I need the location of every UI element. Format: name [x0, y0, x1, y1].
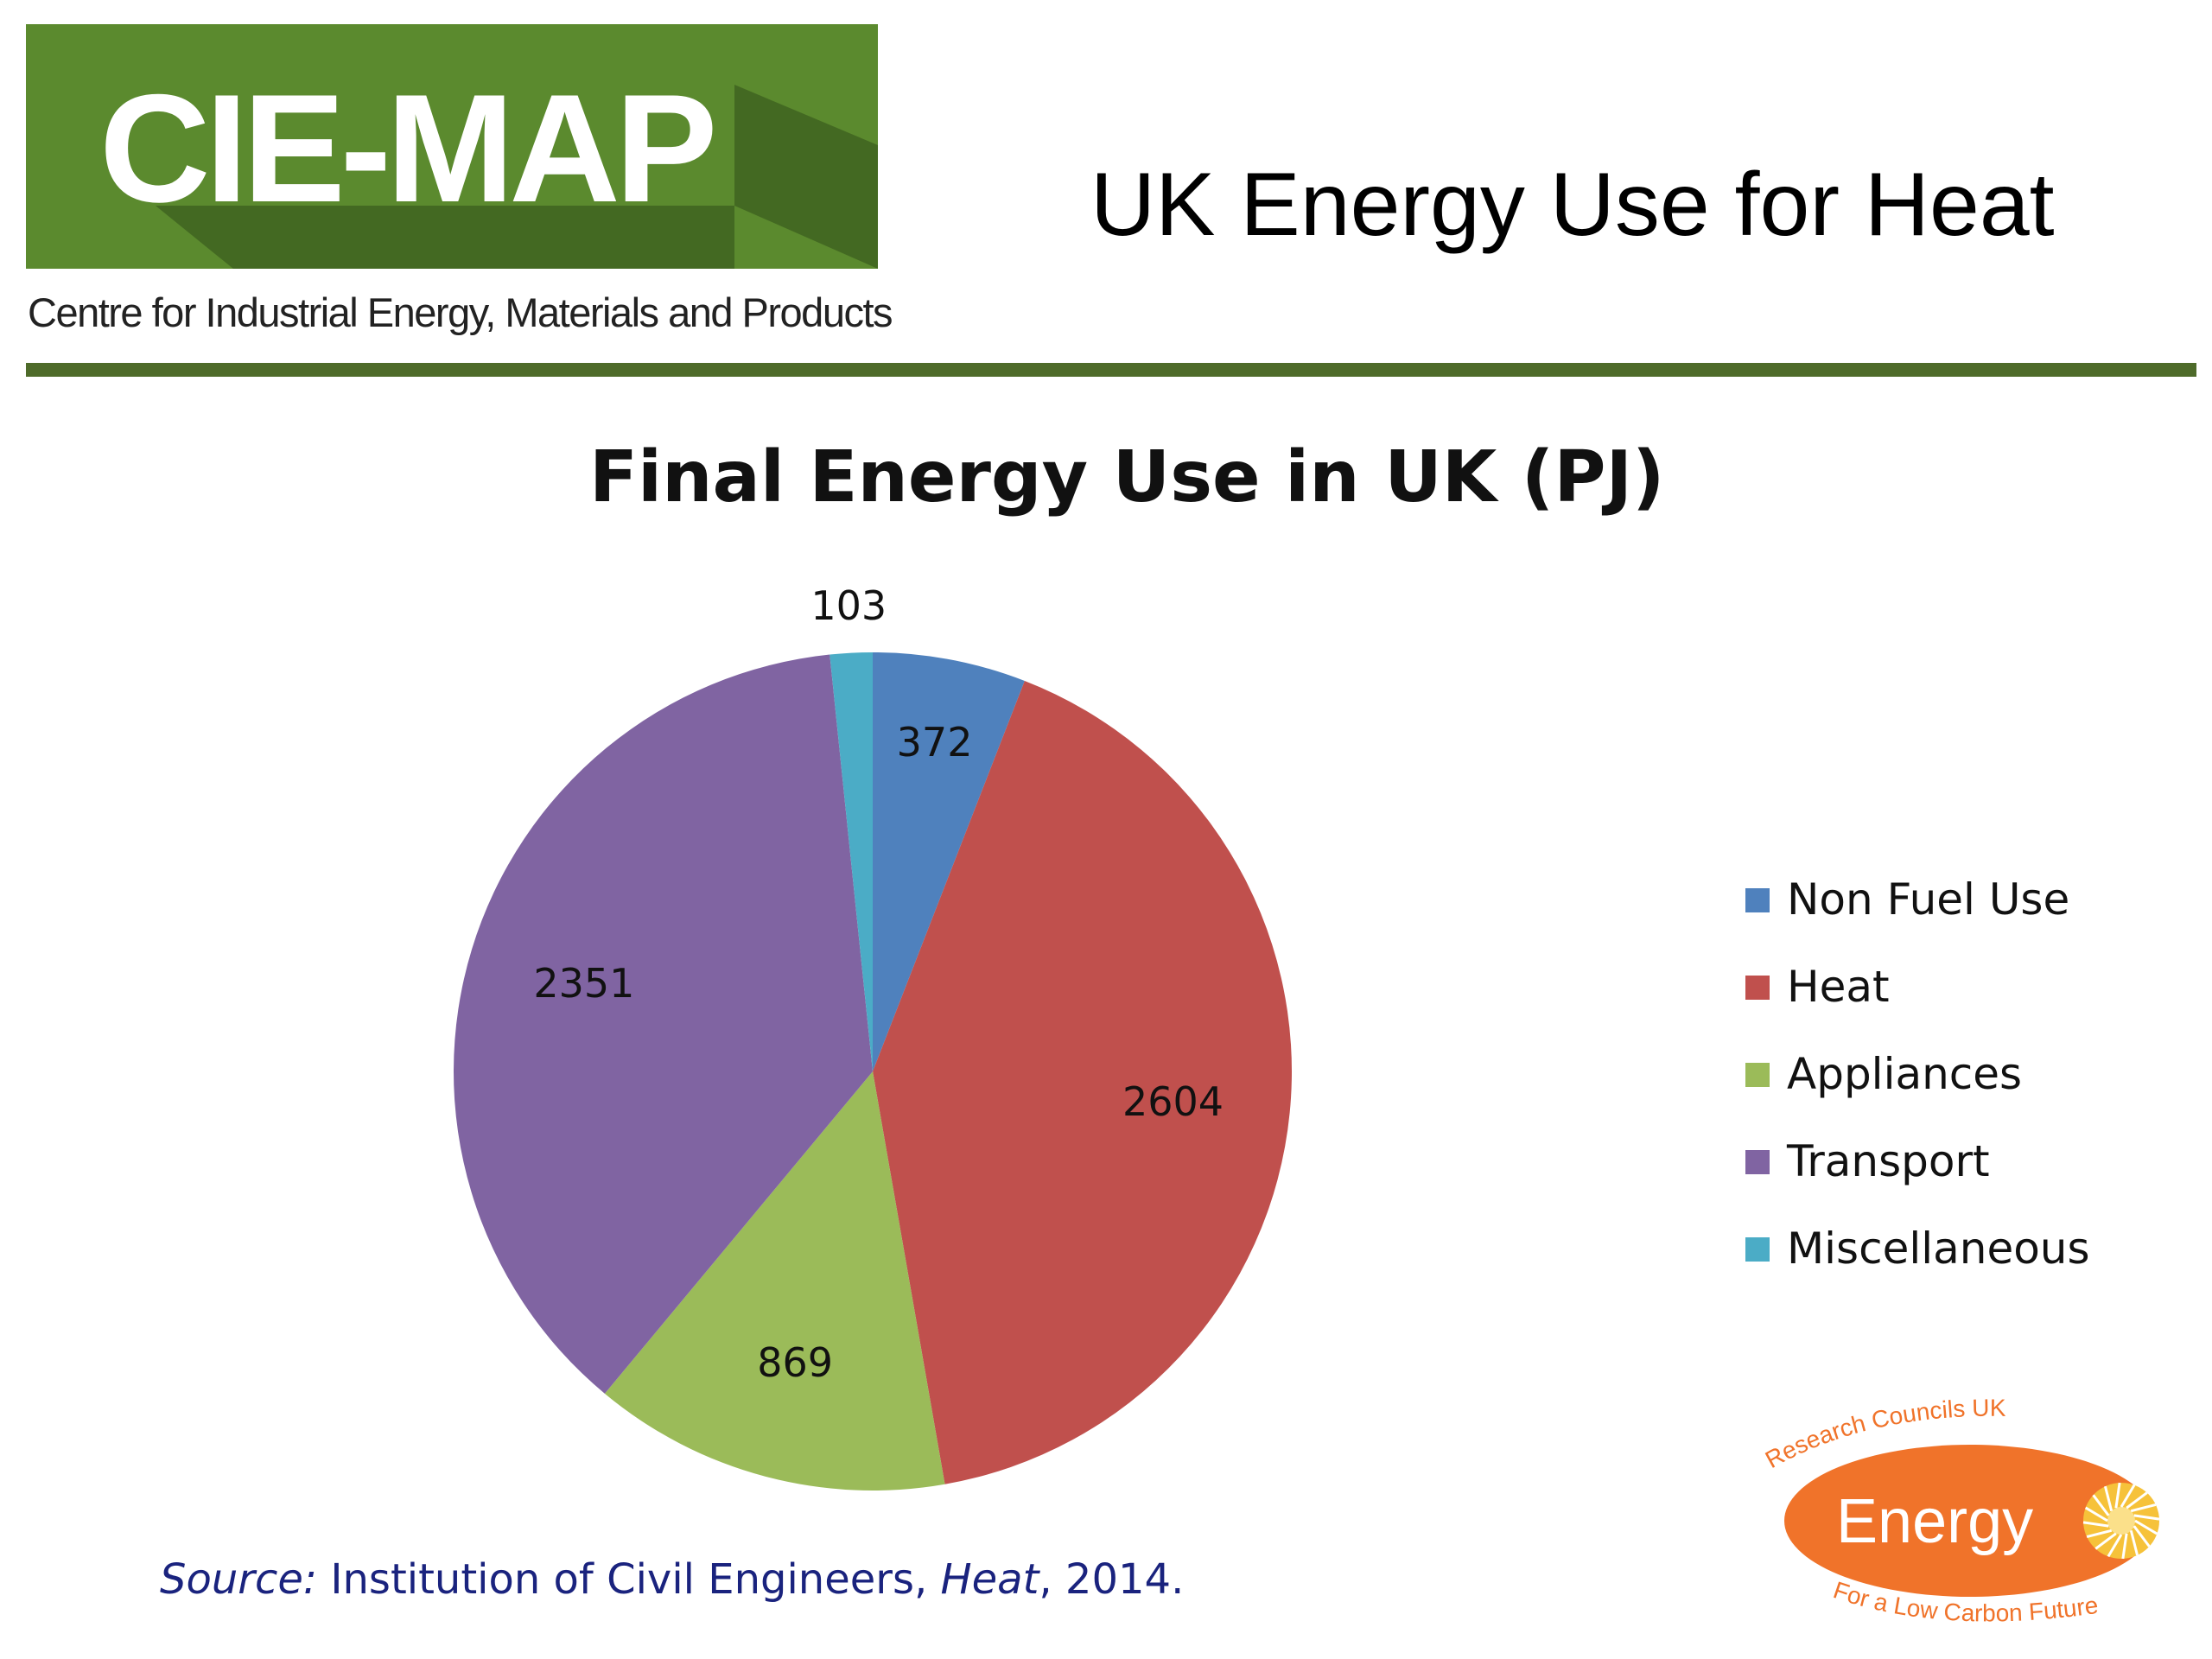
source-prefix: Source: [160, 1555, 318, 1604]
data-label-heat: 2604 [1122, 1077, 1224, 1125]
slide-title: UK Energy Use for Heat [1090, 155, 2055, 255]
logo-wordmark: CIE-MAP [99, 62, 718, 234]
legend-swatch [1745, 1237, 1770, 1262]
pie-slice-transport [454, 654, 873, 1394]
data-label-appliances: 869 [757, 1339, 834, 1387]
data-label-miscellaneous: 103 [810, 582, 887, 629]
logo-shadow-graphic [156, 85, 878, 269]
source-suffix: , 2014. [1039, 1555, 1185, 1604]
legend-label: Transport [1787, 1136, 1990, 1186]
pie-slice-miscellaneous [830, 652, 873, 1071]
legend-swatch [1745, 1150, 1770, 1174]
sun-icon [2082, 1482, 2160, 1560]
pie-slice-heat [873, 681, 1292, 1484]
source-work-title: Heat [940, 1555, 1039, 1604]
logo-subtitle: Centre for Industrial Energy, Materials … [28, 289, 893, 335]
source-body: Institution of Civil Engineers, [317, 1555, 941, 1604]
legend-label: Appliances [1787, 1049, 2023, 1099]
source-citation: Source: Institution of Civil Engineers, … [160, 1555, 1184, 1604]
legend-swatch [1745, 888, 1770, 912]
data-label-transport: 2351 [533, 960, 635, 1007]
rcuk-energy-logo: Research Councils UK Energy For a Low Ca… [1761, 1395, 2160, 1626]
header-divider [26, 363, 2196, 377]
legend-label: Miscellaneous [1787, 1224, 2090, 1274]
chart-title: Final Energy Use in UK (PJ) [589, 436, 1665, 518]
legend-label: Non Fuel Use [1787, 874, 2070, 925]
legend-swatch [1745, 1063, 1770, 1087]
legend-swatch [1745, 976, 1770, 1000]
rcuk-logo-ellipse [1784, 1445, 2156, 1597]
data-label-non-fuel-use: 372 [896, 718, 973, 766]
cie-map-logo: CIE-MAP [26, 24, 878, 269]
pie-slice-non-fuel-use [873, 652, 1025, 1071]
legend-label: Heat [1787, 962, 1890, 1012]
pie-slice-appliances [604, 1071, 945, 1491]
rcuk-logo-main-text: Energy [1836, 1487, 2033, 1556]
